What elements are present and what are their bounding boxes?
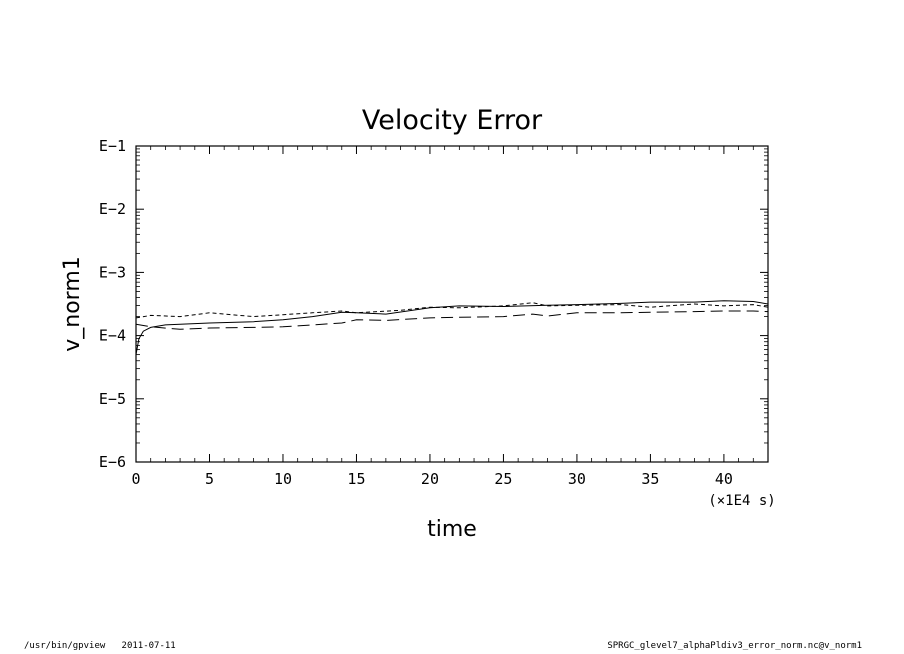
series-line-1-solid [135,300,769,355]
x-tick-label: 5 [205,470,214,488]
y-tick-label: E−2 [99,200,126,218]
footer-right: SPRGC_glevel7_alphaPldiv3_error_norm.nc@… [607,641,862,651]
x-tick-label: 15 [347,470,365,488]
axis-ticks [135,145,769,463]
x-tick-label: 20 [421,470,439,488]
y-tick-label: E−6 [99,453,126,471]
x-tick-label: 40 [715,470,733,488]
x-tick-label: 10 [274,470,292,488]
footer-left: /usr/bin/gpview 2011-07-11 [24,641,176,651]
series-layer [135,300,769,355]
x-axis-units: (×1E4 s) [708,493,775,509]
y-tick-label: E−1 [99,137,126,155]
tick-labels: 0 5 10 15 20 25 30 35 40 E−1 E−2 E−3 E−4 E−5 E−6 [99,137,733,488]
y-axis-label: v_norm1 [60,256,85,352]
y-tick-label: E−5 [99,390,126,408]
x-tick-label: 25 [494,470,512,488]
x-tick-label: 30 [568,470,586,488]
x-tick-label: 0 [131,470,140,488]
chart-title: Velocity Error [362,105,543,136]
plot-frame [135,145,769,463]
x-tick-label: 35 [641,470,659,488]
x-axis-label: time [427,517,477,542]
series-line-3-long-dash [135,310,769,330]
y-tick-label: E−3 [99,263,126,281]
series-line-2-short-dash [135,302,769,319]
y-tick-label: E−4 [99,327,126,345]
